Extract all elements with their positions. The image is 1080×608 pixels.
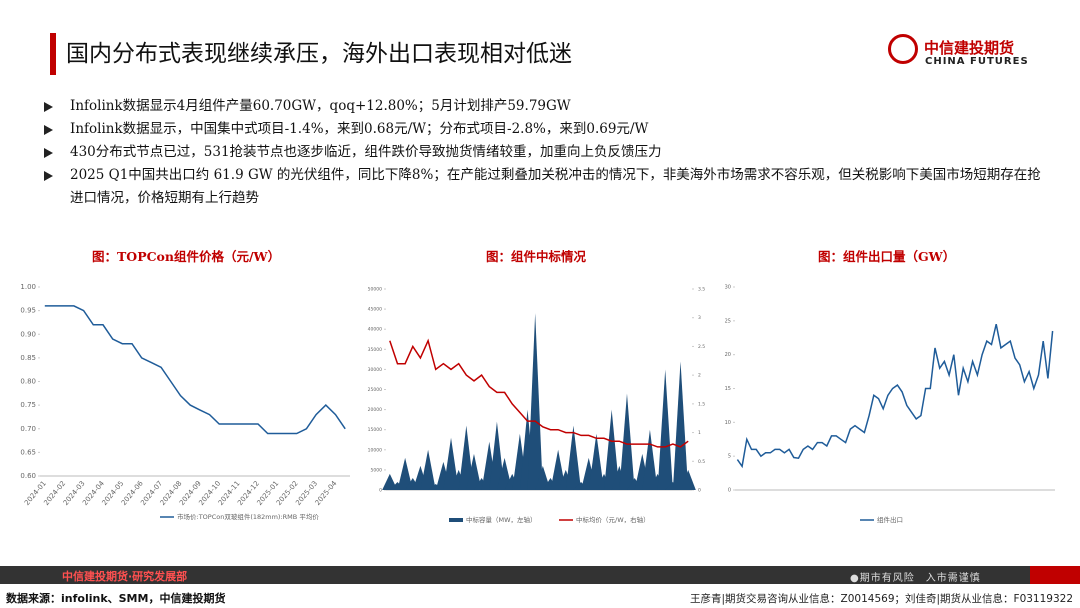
y-tick-label: 15000: [368, 427, 382, 433]
legend-label: 市场价:TOPCon双玻组件(182mm):RMB 平均价: [177, 512, 319, 521]
bar: [619, 393, 635, 490]
bar: [672, 361, 689, 490]
y2-tick-label: 1: [698, 430, 701, 436]
y2-tick-label: 3: [698, 315, 701, 321]
title-accent: [50, 33, 56, 75]
y-tick-label: 0: [728, 488, 731, 494]
legend-label: 中标均价（元/W，右轴）: [576, 515, 650, 524]
y-tick-label: 0.75: [20, 401, 36, 409]
y-tick-label: 40000: [368, 327, 382, 333]
y-tick-label: 25: [725, 318, 731, 324]
bar: [443, 437, 459, 490]
slide-title: 国内分布式表现继续承压，海外出口表现相对低迷: [66, 41, 572, 67]
y-tick-label: 0.90: [20, 330, 36, 338]
y-tick-label: 0.95: [20, 307, 36, 315]
bar: [496, 457, 513, 490]
y-tick-label: 35000: [368, 347, 382, 353]
footer-dept: 中信建投期货·研究发展部: [62, 570, 188, 583]
y-tick-label: 0.60: [20, 472, 36, 480]
y2-tick-label: 2.5: [698, 344, 705, 350]
y-tick-label: 5: [728, 454, 731, 460]
bullet-list: Infolink数据显示4月组件产量60.70GW，qoq+12.80%；5月计…: [44, 95, 1044, 210]
bar: [680, 469, 696, 490]
bar: [382, 473, 398, 490]
y-tick-label: 1.00: [20, 283, 36, 291]
y-tick-label: 0.80: [20, 378, 36, 386]
footer-risk: ●期市有风险 入市需谨慎: [850, 573, 981, 584]
y-tick-label: 50000: [368, 287, 382, 293]
y-tick-label: 10: [725, 420, 731, 426]
bullet: Infolink数据显示，中国集中式项目-1.4%，来到0.68元/W；分布式项…: [44, 118, 1044, 141]
y-tick-label: 30000: [368, 367, 382, 373]
bar: [588, 433, 605, 490]
y-tick-label: 10000: [368, 447, 382, 453]
bar: [604, 409, 620, 490]
y2-tick-label: 3.5: [698, 287, 705, 293]
legend-label: 中标容量（MW，左轴）: [466, 515, 537, 524]
line: [736, 324, 1054, 469]
footer-band: [0, 566, 1030, 584]
line: [389, 338, 689, 448]
bar: [466, 453, 482, 490]
y2-tick-label: 0: [698, 488, 701, 494]
y2-tick-label: 1.5: [698, 401, 705, 407]
y-tick-label: 15: [725, 386, 731, 392]
y-tick-label: 0: [379, 488, 382, 494]
logo-icon: [888, 34, 918, 64]
bar: [657, 369, 673, 490]
bullet: Infolink数据显示4月组件产量60.70GW，qoq+12.80%；5月计…: [44, 95, 1044, 118]
y-tick-label: 0.85: [20, 354, 36, 362]
chart-title: 图：TOPCon组件价格（元/W）: [92, 249, 281, 264]
y-tick-label: 25000: [368, 387, 382, 393]
y-tick-label: 20: [725, 352, 731, 358]
footer-accent: [1030, 566, 1080, 584]
footer-source: 数据来源：infolink、SMM，中信建投期货: [6, 592, 226, 605]
y-tick-label: 0.70: [20, 425, 36, 433]
bar: [489, 421, 505, 490]
y-tick-label: 20000: [368, 407, 382, 413]
legend-label: 组件出口: [877, 515, 903, 524]
bar: [535, 465, 551, 490]
chart-title: 图：组件中标情况: [486, 249, 587, 264]
logo-en: CHINA FUTURES: [925, 56, 1029, 67]
bullet: 430分布式节点已过，531抢装节点也逐步临近，组件跌价导致抛货情绪较重，加重向…: [44, 141, 1044, 164]
bar: [527, 313, 543, 490]
y2-tick-label: 0.5: [698, 459, 705, 465]
bar: [642, 429, 658, 490]
y-tick-label: 45000: [368, 307, 382, 313]
bar: [397, 457, 413, 490]
chart-title: 图：组件出口量（GW）: [818, 249, 956, 264]
footer-authors: 王彦青|期货交易咨询从业信息：Z0014569；刘佳奇|期货从业信息：F0311…: [690, 593, 1074, 605]
bullet: 2025 Q1中国共出口约 61.9 GW 的光伏组件，同比下降8%；在产能过剩…: [44, 164, 1044, 210]
y-tick-label: 30: [725, 285, 731, 291]
y2-tick-label: 2: [698, 373, 701, 379]
bar: [565, 425, 582, 490]
bar: [420, 449, 436, 490]
line: [44, 305, 346, 435]
y-tick-label: 0.65: [20, 448, 36, 456]
logo-name: 中信建投期货: [924, 39, 1015, 57]
y-tick-label: 5000: [371, 467, 383, 473]
